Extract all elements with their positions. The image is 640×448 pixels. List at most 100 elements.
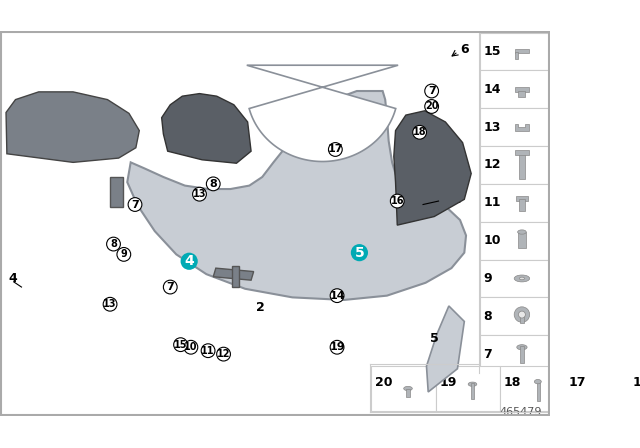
Text: 13: 13 (193, 189, 206, 199)
Circle shape (390, 194, 404, 208)
Text: 7: 7 (131, 199, 139, 210)
Bar (371, 366, 436, 411)
Polygon shape (6, 92, 140, 162)
Text: 5: 5 (430, 332, 438, 345)
Text: 8: 8 (209, 179, 217, 189)
Text: 15: 15 (174, 340, 188, 350)
Ellipse shape (593, 392, 610, 396)
Circle shape (173, 338, 188, 352)
Text: 4: 4 (184, 254, 194, 268)
Text: 11: 11 (202, 346, 215, 356)
Polygon shape (394, 111, 471, 225)
Bar (480, 259, 550, 297)
Ellipse shape (404, 386, 412, 391)
Text: 7: 7 (428, 86, 436, 96)
Ellipse shape (518, 230, 526, 234)
Ellipse shape (519, 277, 525, 280)
Text: —1: —1 (440, 193, 461, 206)
Text: 17: 17 (568, 376, 586, 389)
Bar (518, 232, 526, 247)
Bar (520, 314, 524, 323)
Text: 7: 7 (483, 348, 492, 361)
Text: 17: 17 (328, 144, 343, 155)
Bar (629, 366, 640, 411)
Circle shape (514, 307, 530, 322)
Circle shape (328, 142, 342, 156)
Circle shape (206, 177, 220, 191)
Text: 6: 6 (460, 43, 468, 56)
Circle shape (180, 253, 198, 270)
Circle shape (117, 247, 131, 261)
Text: 14: 14 (329, 291, 345, 301)
Polygon shape (162, 94, 251, 163)
Bar (520, 345, 524, 363)
Circle shape (425, 84, 438, 98)
Circle shape (330, 289, 344, 302)
Text: 5: 5 (355, 246, 364, 260)
Text: 11: 11 (483, 196, 500, 209)
Bar (565, 366, 629, 411)
Bar (480, 146, 550, 184)
Circle shape (217, 347, 230, 361)
Bar (500, 366, 565, 411)
Circle shape (201, 344, 215, 358)
Polygon shape (127, 91, 466, 300)
Text: 12: 12 (217, 349, 230, 359)
Bar (480, 335, 550, 373)
Bar (480, 297, 550, 335)
Bar (515, 151, 529, 155)
Bar (519, 153, 525, 179)
Bar (480, 222, 550, 259)
Text: 14: 14 (483, 83, 500, 96)
Bar (518, 91, 525, 97)
Circle shape (413, 125, 426, 139)
Polygon shape (213, 268, 253, 280)
Circle shape (425, 99, 438, 113)
Polygon shape (247, 65, 398, 162)
Text: 2: 2 (256, 301, 265, 314)
Polygon shape (232, 266, 239, 287)
Text: 7: 7 (166, 282, 174, 292)
Text: 12: 12 (483, 159, 500, 172)
Text: 4: 4 (8, 272, 17, 285)
Circle shape (163, 280, 177, 294)
Ellipse shape (514, 275, 530, 282)
Bar (480, 108, 550, 146)
Text: 19: 19 (329, 342, 345, 352)
Bar (515, 52, 518, 59)
Text: 20: 20 (425, 102, 438, 112)
Circle shape (184, 340, 198, 354)
Text: 19: 19 (440, 376, 457, 389)
Circle shape (330, 340, 344, 354)
Ellipse shape (468, 382, 477, 386)
Text: 20: 20 (375, 376, 392, 389)
Text: 16: 16 (633, 376, 640, 389)
Text: 9: 9 (120, 250, 127, 259)
Text: 3: 3 (232, 148, 241, 161)
Bar (480, 33, 550, 70)
Text: 9: 9 (483, 272, 492, 285)
Bar (515, 87, 529, 92)
Bar (480, 70, 550, 108)
Bar (515, 49, 529, 53)
Circle shape (107, 237, 120, 251)
Circle shape (193, 187, 206, 201)
Bar (406, 388, 410, 397)
Polygon shape (110, 177, 123, 207)
Text: 10: 10 (184, 342, 198, 352)
Bar (480, 184, 550, 222)
Bar (519, 199, 525, 211)
Text: 10: 10 (483, 234, 500, 247)
Text: 15: 15 (483, 45, 500, 58)
Ellipse shape (534, 379, 541, 384)
Polygon shape (515, 124, 529, 130)
Circle shape (128, 198, 142, 211)
Circle shape (103, 297, 117, 311)
Text: 13: 13 (103, 299, 117, 309)
Ellipse shape (593, 379, 610, 395)
Circle shape (351, 244, 368, 261)
Bar (537, 382, 540, 401)
Text: 18: 18 (504, 376, 521, 389)
Ellipse shape (516, 345, 527, 350)
Bar (516, 196, 528, 201)
